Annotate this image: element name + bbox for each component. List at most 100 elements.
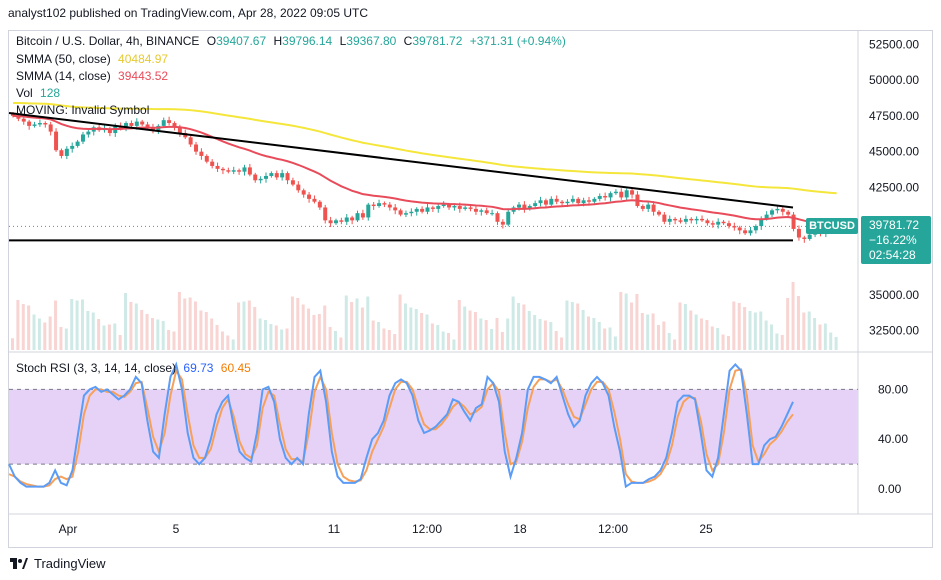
tradingview-logo[interactable]: TradingView <box>10 556 106 571</box>
volume-bar <box>204 312 208 350</box>
volume-bar <box>102 325 106 350</box>
candle-body <box>220 168 225 171</box>
candle-body <box>538 200 543 204</box>
candle-body <box>290 180 295 185</box>
price-tick-label: 42500.00 <box>869 180 919 194</box>
candle-body <box>317 201 322 208</box>
volume-bar <box>27 305 31 350</box>
volume-bar <box>430 323 434 350</box>
candle-body <box>678 220 683 222</box>
candle-body <box>177 127 182 134</box>
volume-bar <box>339 337 343 350</box>
brand-name: TradingView <box>34 556 106 571</box>
volume-bar <box>355 298 359 350</box>
stoch-d-value: 60.45 <box>220 361 251 375</box>
candle-body <box>732 226 737 228</box>
candle-body <box>27 121 32 126</box>
volume-bar <box>409 307 413 350</box>
symbol-tag: BTCUSD <box>806 218 858 234</box>
candle-body <box>737 227 742 231</box>
price-tag-countdown: 02:54:28 <box>869 248 916 262</box>
candle-body <box>350 217 355 221</box>
volume-bar <box>613 336 617 350</box>
volume-bar <box>802 312 806 350</box>
volume-bar <box>59 327 63 350</box>
volume-bar <box>732 301 736 350</box>
volume-bar <box>403 303 407 350</box>
legend-volume: Vol 128 <box>16 86 61 100</box>
volume-bar <box>420 313 424 350</box>
candle-body <box>226 170 231 172</box>
candle-body <box>533 203 538 207</box>
candle-body <box>716 221 721 225</box>
volume-bar <box>344 295 348 350</box>
volume-bar <box>425 314 429 350</box>
volume-bar <box>97 319 101 350</box>
candle-body <box>581 200 586 204</box>
volume-bar <box>705 320 709 350</box>
volume-bar <box>796 296 800 350</box>
volume-bar <box>495 318 499 350</box>
candle-body <box>301 190 306 195</box>
volume-bar <box>140 310 144 350</box>
volume-bar <box>468 310 472 350</box>
candle-body <box>802 237 807 239</box>
volume-bar <box>484 320 488 350</box>
volume-bar <box>662 321 666 350</box>
volume-bar <box>64 328 68 350</box>
candle-body <box>452 206 457 208</box>
candle-body <box>753 226 758 231</box>
tradingview-icon <box>10 557 28 569</box>
price-tick-label: 32500.00 <box>869 324 919 338</box>
candle-body <box>242 167 247 172</box>
candle-body <box>11 113 15 116</box>
volume-bar <box>689 310 693 350</box>
volume-bar <box>210 318 214 350</box>
candle-body <box>517 204 522 208</box>
volume-bar <box>678 302 682 350</box>
legend-smma14: SMMA (14, close) 39443.52 <box>16 69 169 83</box>
volume-bar <box>199 310 203 350</box>
volume-bar <box>807 311 811 350</box>
volume-bar <box>780 335 784 350</box>
volume-bar <box>124 293 128 350</box>
volume-bar <box>296 298 300 350</box>
candle-body <box>188 137 193 145</box>
candle-body <box>75 141 80 146</box>
volume-bar <box>107 324 111 350</box>
volume-bar <box>624 293 628 350</box>
volume-bar <box>75 300 79 350</box>
candle-body <box>570 198 575 202</box>
candle-body <box>560 201 565 204</box>
candle-body <box>167 120 172 124</box>
volume-bar <box>522 304 526 350</box>
volume-bar <box>597 322 601 350</box>
time-tick-label: 11 <box>328 522 341 536</box>
volume-bar <box>791 282 795 350</box>
volume-bar <box>156 319 160 350</box>
volume-bar <box>350 302 354 350</box>
candle-body <box>775 208 780 211</box>
candle-body <box>274 173 279 178</box>
volume-bar <box>129 302 133 350</box>
candle-body <box>759 218 764 227</box>
volume-bar <box>764 320 768 350</box>
volume-bar <box>393 334 397 350</box>
candle-body <box>743 230 748 234</box>
volume-bar <box>533 315 537 350</box>
price-tick-label: 45000.00 <box>869 145 919 159</box>
candle-body <box>603 196 608 198</box>
volume-bar <box>215 325 219 350</box>
candle-body <box>748 230 753 234</box>
candle-body <box>694 218 699 221</box>
volume-bar <box>258 318 262 350</box>
candle-body <box>280 173 285 178</box>
volume-bar <box>517 303 521 350</box>
volume-bar <box>473 312 477 350</box>
candle-body <box>86 131 91 135</box>
smma14-value: 39443.52 <box>118 69 169 83</box>
volume-bar <box>80 299 84 350</box>
volume-bar <box>414 309 418 350</box>
candle-body <box>54 131 59 151</box>
